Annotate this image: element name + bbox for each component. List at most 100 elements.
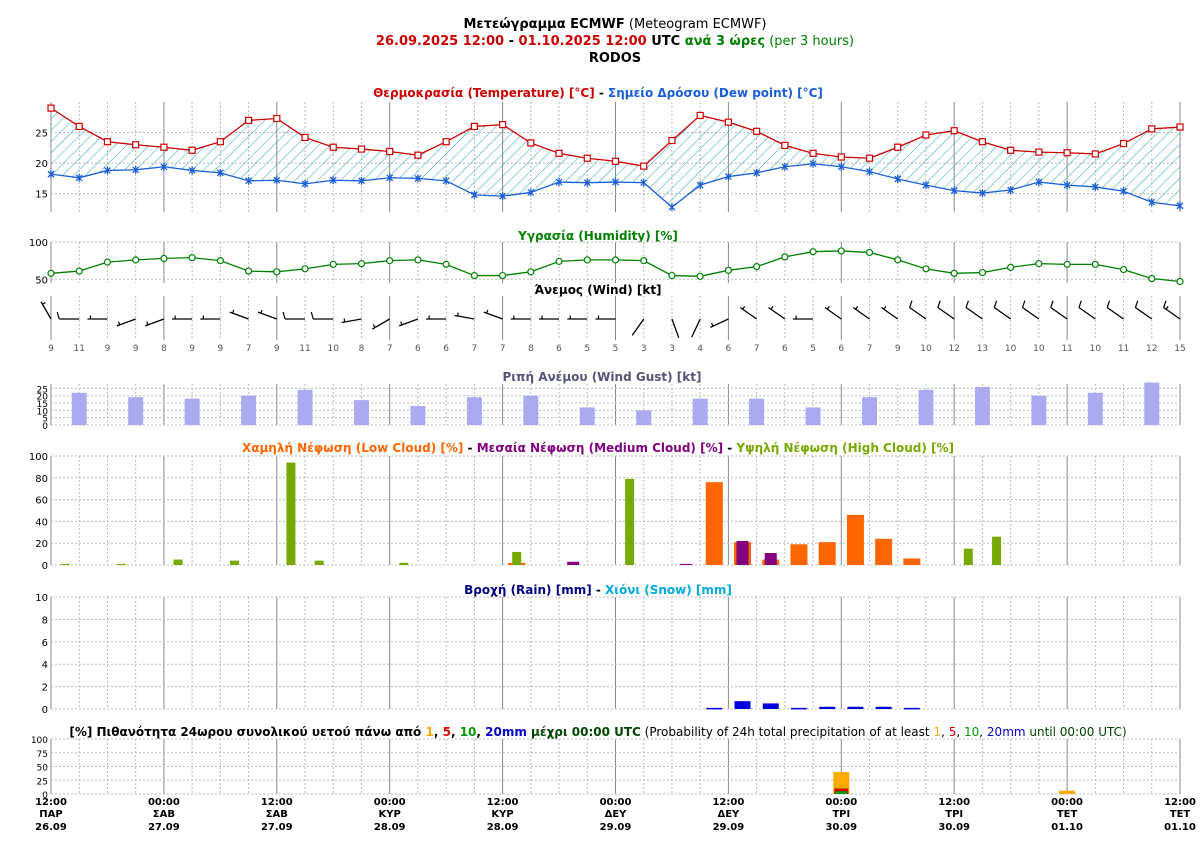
dewpoint-point bbox=[1035, 178, 1043, 187]
probability-title-part: , bbox=[979, 725, 987, 739]
wind-barb bbox=[671, 318, 680, 339]
dewpoint-point bbox=[1091, 182, 1099, 191]
x-time-label: 12:00 bbox=[487, 797, 519, 808]
temp-ytick: 25 bbox=[35, 129, 48, 140]
dewpoint-point bbox=[75, 173, 83, 182]
x-date-label: 01.10 bbox=[1164, 822, 1196, 833]
wind-barb-flag bbox=[965, 300, 969, 308]
high-cloud-bar bbox=[992, 536, 1002, 565]
wind-barb-half bbox=[770, 306, 774, 310]
high-cloud-bar bbox=[286, 462, 296, 565]
wind-barb-shaft bbox=[341, 318, 362, 324]
header-title-line: Μετεώγραμμα ECMWF (Meteogram ECMWF) bbox=[0, 16, 1200, 33]
dewpoint-point bbox=[866, 167, 873, 176]
x-day-label: ΚΥΡ bbox=[491, 809, 513, 820]
dewpoint-point bbox=[612, 178, 619, 187]
dewpoint-point bbox=[1148, 198, 1156, 207]
temp-title-part: Σημείο Δρόσου (Dew point) [°C] bbox=[608, 86, 823, 100]
temp-ytick: 15 bbox=[35, 190, 48, 201]
dewpoint-point bbox=[696, 181, 704, 190]
wind-speed-label: 11 bbox=[299, 344, 310, 354]
gust-bar bbox=[466, 397, 482, 425]
wind-barb-flag bbox=[993, 300, 998, 308]
dewpoint-point bbox=[1063, 181, 1071, 190]
x-date-label: 28.09 bbox=[487, 822, 519, 833]
dewpoint-point bbox=[103, 166, 111, 175]
wind-barb bbox=[691, 318, 701, 338]
wind-barb-half bbox=[826, 306, 830, 310]
temperature-point bbox=[809, 149, 817, 157]
wind-speed-label: 10 bbox=[920, 344, 932, 354]
wind-speed-label: 9 bbox=[105, 344, 111, 354]
temp-ytick: 20 bbox=[35, 159, 48, 170]
dewpoint-point bbox=[1007, 186, 1015, 194]
wind-barb bbox=[483, 309, 503, 320]
wind-speed-label: 7 bbox=[472, 344, 478, 354]
probability-title-part: until 00:00 UTC) bbox=[1026, 725, 1127, 739]
wind-barb-shaft bbox=[739, 306, 757, 320]
gust-ytick: 15 bbox=[37, 400, 48, 410]
low-cloud-bar bbox=[705, 482, 723, 565]
rain-bar bbox=[819, 706, 836, 709]
temperature-point bbox=[442, 138, 450, 146]
temperature-point bbox=[1091, 150, 1099, 158]
probability-ytick: 25 bbox=[37, 777, 48, 787]
wind-speed-label: 3 bbox=[641, 344, 647, 354]
humidity-point bbox=[414, 256, 422, 264]
wind-barb-half bbox=[260, 309, 263, 314]
wind-speed-label: 10 bbox=[328, 344, 340, 354]
wind-speed-label: 5 bbox=[613, 344, 619, 354]
wind-speed-label: 6 bbox=[838, 344, 844, 354]
probability-ytick: 50 bbox=[37, 764, 49, 774]
wind-grid bbox=[50, 296, 1181, 340]
wind-barb bbox=[454, 312, 475, 320]
wind-title: Άνεμος (Wind) [kt] bbox=[534, 283, 661, 297]
cloud-ytick: 100 bbox=[29, 452, 48, 463]
wind-barb-shaft bbox=[454, 314, 475, 320]
wind-barb-shaft bbox=[1022, 306, 1040, 320]
x-date-label: 01.10 bbox=[1051, 822, 1083, 833]
dewpoint-point bbox=[470, 190, 478, 199]
wind-barb bbox=[1050, 300, 1068, 320]
probability-title-part: , bbox=[476, 725, 485, 739]
temperature-point bbox=[1148, 125, 1156, 133]
humidity-point bbox=[1148, 274, 1156, 283]
wind-barb bbox=[229, 309, 249, 320]
probability-ytick: 100 bbox=[31, 736, 48, 746]
cloud-title-part: - bbox=[463, 441, 476, 455]
probability-title-part: , bbox=[434, 725, 443, 739]
precip-title: Βροχή (Rain) [mm] - Χιόνι (Snow) [mm] bbox=[464, 583, 732, 597]
wind-barb-shaft bbox=[631, 318, 645, 336]
high-cloud-bar bbox=[399, 562, 409, 565]
wind-speed-label: 7 bbox=[500, 344, 506, 354]
wind-barb-flag bbox=[282, 311, 286, 320]
gust-bar bbox=[523, 395, 539, 425]
humidity-ytick: 50 bbox=[35, 275, 48, 286]
gust-bar bbox=[241, 395, 257, 425]
mid-cloud-bar bbox=[736, 541, 749, 565]
gust-title-part: Ριπή Ανέμου (Wind Gust) [kt] bbox=[503, 370, 702, 384]
wind-barb-half bbox=[710, 322, 714, 327]
temperature-point bbox=[724, 118, 733, 126]
dewpoint-point bbox=[668, 203, 676, 212]
x-date-label: 27.09 bbox=[261, 822, 293, 833]
temperature-point bbox=[753, 127, 761, 135]
wind-barb bbox=[631, 318, 645, 336]
high-cloud-bar bbox=[117, 563, 127, 565]
wind-barb-flag bbox=[310, 311, 314, 320]
wind-barb-half bbox=[1165, 306, 1169, 310]
temperature-point bbox=[950, 127, 958, 135]
temperature-point bbox=[329, 143, 337, 151]
temperature-point bbox=[75, 122, 83, 131]
probability-title-part: 20mm bbox=[485, 725, 527, 739]
wind-speed-label: 8 bbox=[359, 344, 365, 354]
humidity-point bbox=[696, 272, 704, 280]
wind-speed-label: 7 bbox=[387, 344, 393, 354]
x-time-label: 12:00 bbox=[938, 797, 970, 808]
wind-barb bbox=[793, 315, 814, 320]
wind-barb bbox=[310, 311, 334, 320]
cloud-ytick: 60 bbox=[35, 496, 48, 507]
wind-barb bbox=[116, 318, 136, 327]
wind-barb-shaft bbox=[880, 306, 899, 320]
temperature-point bbox=[1035, 148, 1043, 156]
